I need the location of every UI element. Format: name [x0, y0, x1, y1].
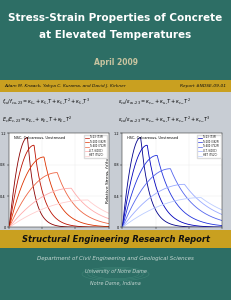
- Text: at Elevated Temperatures: at Elevated Temperatures: [39, 30, 192, 40]
- X-axis label: Strain, $\epsilon_c$: Strain, $\epsilon_c$: [161, 236, 183, 244]
- Text: Report #NDSE-09-01: Report #NDSE-09-01: [180, 84, 226, 88]
- Text: $\varepsilon_{cu}/\varepsilon_{cu,23}=\kappa_{\varepsilon_{c0}}+\kappa_{\varepsi: $\varepsilon_{cu}/\varepsilon_{cu,23}=\k…: [118, 96, 191, 107]
- Text: April 2009: April 2009: [94, 58, 137, 67]
- Text: $E_c/E_{c,23}=\kappa_{E_{c0}}+\kappa_{E_{c1}}T+\kappa_{E_{c2}}T^2$: $E_c/E_{c,23}=\kappa_{E_{c0}}+\kappa_{E_…: [2, 114, 73, 125]
- Text: NSC, Calcareous, Unstressed: NSC, Calcareous, Unstressed: [14, 136, 65, 140]
- Text: Department of Civil Engineering and Geological Sciences: Department of Civil Engineering and Geol…: [37, 256, 194, 261]
- Text: $\varepsilon_{cu}/\varepsilon_{cu,23}=\kappa_{\varepsilon_{c0}}+\kappa_{\varepsi: $\varepsilon_{cu}/\varepsilon_{cu,23}=\k…: [118, 114, 210, 125]
- Legend: T=23 (73F), T=200 (392F), T=400 (752F), U.T. (600C), HET (752C): T=23 (73F), T=200 (392F), T=400 (752F), …: [197, 135, 221, 158]
- Text: Notre Dame, Indiana: Notre Dame, Indiana: [90, 281, 141, 286]
- Legend: T=23 (73F), T=200 (392F), T=400 (752F), U.T. (600C), HET (752C): T=23 (73F), T=200 (392F), T=400 (752F), …: [84, 135, 107, 158]
- Text: HSC, Calcareous, Unstressed: HSC, Calcareous, Unstressed: [128, 136, 179, 140]
- Y-axis label: Relative Stress, $f_c/f_{cu}$: Relative Stress, $f_c/f_{cu}$: [104, 157, 112, 204]
- Text: University of Notre Dame: University of Notre Dame: [85, 269, 146, 274]
- Text: Structural Engineering Research Report: Structural Engineering Research Report: [21, 235, 210, 244]
- X-axis label: Strain, $\epsilon_c$: Strain, $\epsilon_c$: [48, 236, 70, 244]
- Text: $f_{cu}/f_{cu,23}=\kappa_{f_{c0}}+\kappa_{f_{c1}}T+\kappa_{f_{c2}}T^2+\kappa_{f_: $f_{cu}/f_{cu,23}=\kappa_{f_{c0}}+\kappa…: [2, 96, 90, 107]
- Text: Stress-Strain Properties of Concrete: Stress-Strain Properties of Concrete: [8, 13, 223, 22]
- Text: Adam M. Knaack, Yahya C. Kurama, and David J. Kirkner: Adam M. Knaack, Yahya C. Kurama, and Dav…: [5, 84, 126, 88]
